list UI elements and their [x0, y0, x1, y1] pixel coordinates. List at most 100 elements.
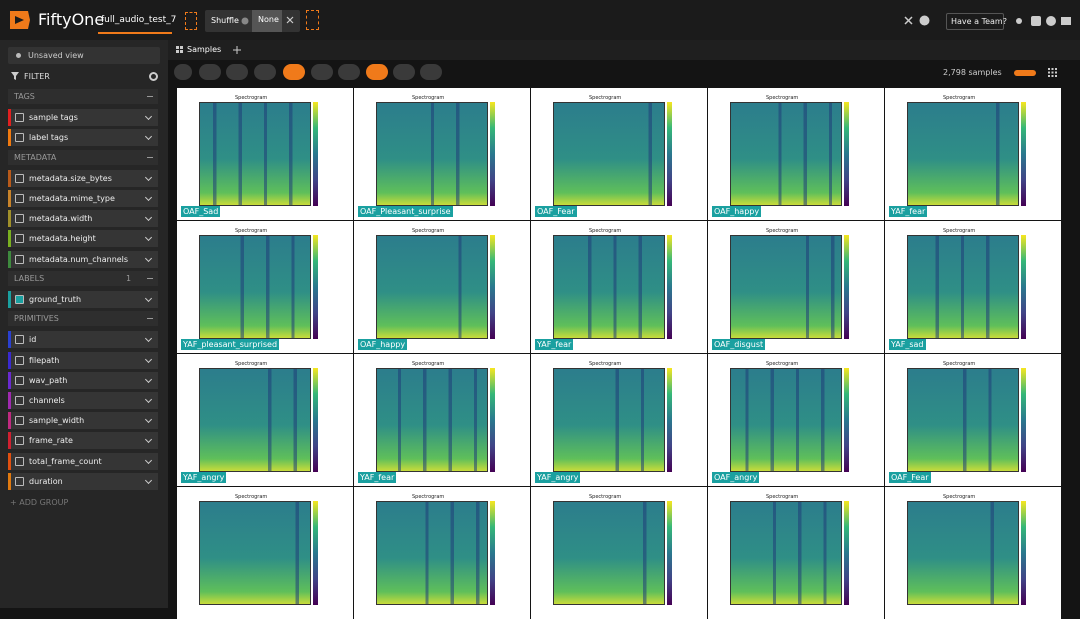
toolbar-button[interactable]	[226, 64, 248, 80]
toolbar-button[interactable]	[199, 64, 221, 80]
shuffle-value: None	[258, 15, 279, 24]
sample-label[interactable]: OAF_angry	[712, 472, 760, 483]
field-checkbox[interactable]	[15, 194, 24, 203]
toolbar-button[interactable]	[174, 64, 192, 80]
sample-label[interactable]: OAF_Fear	[889, 472, 931, 483]
toolbar-button[interactable]	[393, 64, 415, 80]
field-checkbox[interactable]	[15, 173, 24, 183]
dataset-tab[interactable]	[98, 10, 172, 34]
expand-button[interactable]	[185, 12, 197, 30]
field-name: metadata.width	[29, 214, 93, 224]
sample-label[interactable]: OAF_Pleasant_surprise	[358, 206, 453, 217]
zoom-slider[interactable]	[1014, 70, 1036, 76]
add-group[interactable]: + ADD GROUP	[10, 498, 69, 507]
labels-count: 1	[126, 273, 132, 283]
spectrogram	[376, 235, 488, 339]
field-checkbox[interactable]	[15, 456, 24, 466]
field-checkbox[interactable]	[15, 113, 24, 123]
field-row[interactable]	[8, 392, 158, 409]
spectrogram	[907, 501, 1019, 605]
field-row[interactable]	[8, 230, 158, 248]
toolbar-button[interactable]	[420, 64, 442, 80]
field-checkbox[interactable]	[15, 476, 24, 486]
field-checkbox[interactable]	[15, 396, 24, 405]
toolbar-button[interactable]	[366, 64, 388, 80]
logo[interactable]	[8, 8, 32, 32]
field-checkbox[interactable]	[15, 375, 24, 385]
sample-label[interactable]: YAF_fear	[535, 339, 574, 350]
toolbar-button[interactable]	[338, 64, 360, 80]
team-button[interactable]	[946, 13, 1004, 30]
group-header[interactable]	[8, 311, 158, 327]
group-header[interactable]	[8, 149, 158, 165]
field-name: metadata.num_channels	[29, 254, 129, 264]
colorbar	[1021, 368, 1026, 472]
field-checkbox[interactable]	[15, 335, 24, 345]
field-color	[8, 210, 11, 228]
sample-label[interactable]: YAF_sad	[889, 339, 926, 350]
sample-label[interactable]: OAF_Sad	[181, 206, 221, 217]
plot-title: Spectrogram	[766, 95, 799, 101]
help-icon[interactable]	[919, 15, 930, 26]
field-row[interactable]	[8, 452, 158, 470]
field-checkbox[interactable]	[15, 295, 24, 304]
field-color	[8, 169, 11, 187]
sample-label[interactable]: OAF_disgust	[712, 339, 766, 350]
toolbar-button[interactable]	[283, 64, 305, 80]
toolbar-button[interactable]	[311, 64, 333, 80]
field-checkbox[interactable]	[15, 355, 24, 365]
field-row[interactable]	[8, 109, 158, 127]
field-row[interactable]	[8, 291, 158, 308]
header-icons[interactable]	[1013, 15, 1073, 27]
plot-title: Spectrogram	[235, 361, 268, 367]
field-row[interactable]	[8, 412, 158, 430]
colorbar	[1021, 102, 1026, 206]
clear-icon[interactable]	[904, 16, 913, 25]
field-checkbox[interactable]	[15, 416, 24, 426]
layout-icon[interactable]	[1048, 68, 1057, 77]
add-stage-button[interactable]	[306, 10, 319, 30]
group-header[interactable]	[8, 89, 158, 104]
field-row[interactable]	[8, 351, 158, 369]
sample-label[interactable]: OAF_happy	[712, 206, 762, 217]
field-row[interactable]	[8, 210, 158, 228]
colorbar	[844, 235, 849, 339]
field-name: id	[29, 335, 37, 345]
spectrogram	[553, 102, 665, 206]
samples-tab[interactable]: Samples	[187, 45, 222, 54]
field-row[interactable]	[8, 432, 158, 450]
field-row[interactable]	[8, 371, 158, 389]
sample-label[interactable]: YAF_angry	[181, 472, 227, 483]
close-icon[interactable]	[286, 16, 294, 24]
shuffle-value-box[interactable]	[252, 10, 282, 32]
sample-label[interactable]: OAF_Fear	[535, 206, 577, 217]
view-selector[interactable]	[8, 47, 160, 64]
field-row[interactable]	[8, 331, 158, 349]
field-checkbox[interactable]	[15, 133, 24, 143]
sample-label[interactable]: YAF_pleasant_surprised	[181, 339, 280, 350]
field-color	[8, 472, 11, 490]
add-tab[interactable]	[233, 46, 241, 54]
field-checkbox[interactable]	[15, 436, 24, 446]
sample-label[interactable]: OAF_happy	[358, 339, 408, 350]
help-icon[interactable]	[241, 17, 249, 25]
toolbar-button[interactable]	[254, 64, 276, 80]
sample-label[interactable]: YAF_fear	[358, 472, 397, 483]
field-checkbox[interactable]	[15, 254, 24, 264]
field-row[interactable]	[8, 250, 158, 268]
group-header[interactable]	[8, 270, 158, 286]
field-checkbox[interactable]	[15, 214, 24, 224]
app-name: FiftyOne	[38, 10, 105, 29]
field-checkbox[interactable]	[15, 234, 24, 244]
field-row[interactable]	[8, 169, 158, 187]
sample-label[interactable]: YAF_fear	[889, 206, 928, 217]
field-row[interactable]	[8, 472, 158, 490]
spectrogram	[907, 235, 1019, 339]
collapse-icon	[147, 277, 153, 279]
plot-title: Spectrogram	[943, 228, 976, 234]
sample-label[interactable]: YAF_angry	[535, 472, 581, 483]
field-row[interactable]	[8, 129, 158, 147]
settings-icon[interactable]	[149, 72, 158, 81]
field-row[interactable]	[8, 190, 158, 207]
